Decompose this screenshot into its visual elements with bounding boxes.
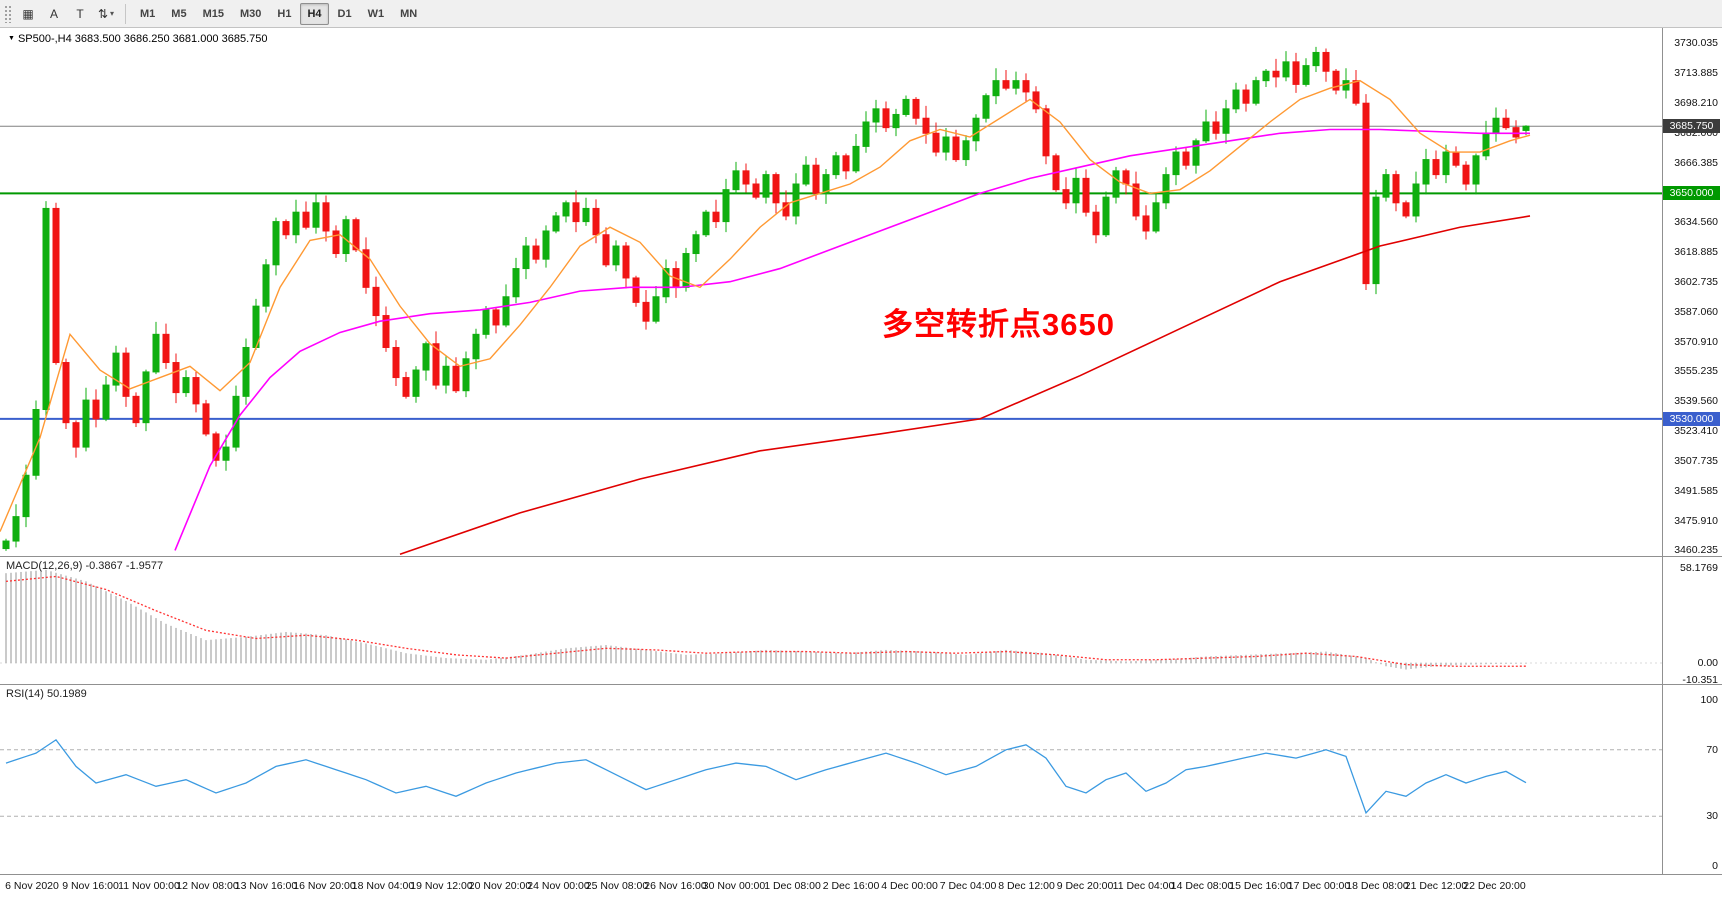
chart-symbol-title: ▼ SP500-,H4 3683.500 3686.250 3681.000 36… xyxy=(8,33,268,45)
time-axis-label: 15 Dec 16:00 xyxy=(1229,880,1292,892)
time-axis-label: 22 Dec 20:00 xyxy=(1463,880,1526,892)
rsi-axis-label: 30 xyxy=(1706,810,1718,823)
time-axis-label: 24 Nov 00:00 xyxy=(527,880,590,892)
toolbar: ▦ A T ⇅ ▾ M1 M5 M15 M30 H1 H4 D1 W1 MN xyxy=(0,0,1722,28)
price-axis-label: 3698.210 xyxy=(1674,96,1718,109)
timeframe-m15-button[interactable]: M15 xyxy=(202,7,224,20)
macd-axis-label: -10.351 xyxy=(1682,673,1718,686)
price-axis-label: 3713.885 xyxy=(1674,67,1718,80)
symbol-ohlc-text: SP500-,H4 3683.500 3686.250 3681.000 368… xyxy=(17,33,268,45)
time-axis-label: 18 Dec 08:00 xyxy=(1346,880,1409,892)
price-axis-label: 3539.560 xyxy=(1674,394,1718,407)
price-axis-label: 3570.910 xyxy=(1674,336,1718,349)
time-axis-label: 6 Nov 2020 xyxy=(5,880,59,892)
macd-signal-line xyxy=(5,575,1527,667)
time-axis-label: 4 Dec 00:00 xyxy=(881,880,938,892)
time-axis-label: 25 Nov 08:00 xyxy=(585,880,649,892)
rsi-indicator-label: RSI(14) 50.1989 xyxy=(6,688,87,700)
hline-price-label: 3650.000 xyxy=(1663,186,1720,201)
time-axis-label: 14 Dec 08:00 xyxy=(1170,880,1234,892)
macd-axis-label: 58.1769 xyxy=(1680,562,1718,574)
time-axis-label: 9 Dec 20:00 xyxy=(1056,880,1114,892)
time-axis-label: 7 Dec 04:00 xyxy=(939,880,997,892)
time-axis-label: 18 Nov 04:00 xyxy=(351,880,415,892)
timeframe-h4-button[interactable]: H4 xyxy=(300,2,329,25)
price-axis-label: 3507.735 xyxy=(1674,454,1718,467)
time-axis-label: 26 Nov 16:00 xyxy=(644,880,707,892)
chart-annotation-text[interactable]: 多空转折点3650 xyxy=(882,307,1115,342)
price-axis-label: 3730.035 xyxy=(1674,37,1718,49)
time-axis-label: 2 Dec 16:00 xyxy=(822,880,880,892)
frame-tool-button[interactable]: T xyxy=(76,6,84,21)
ma-fast-line xyxy=(0,79,1531,532)
time-axis-label: 21 Dec 12:00 xyxy=(1404,880,1468,892)
price-axis-label: 3666.385 xyxy=(1674,156,1718,169)
price-axis-label: 3587.060 xyxy=(1674,305,1718,318)
price-axis-label: 3634.560 xyxy=(1674,216,1718,229)
time-axis-label: 19 Nov 12:00 xyxy=(410,880,473,892)
time-axis-label: 20 Nov 20:00 xyxy=(468,880,532,892)
toolbar-grip[interactable] xyxy=(4,4,11,23)
timeframe-m1-button[interactable]: M1 xyxy=(140,7,156,20)
time-axis-label: 16 Nov 20:00 xyxy=(293,880,356,892)
price-axis-label: 3460.235 xyxy=(1674,544,1718,556)
time-axis-label: 8 Dec 12:00 xyxy=(998,880,1055,892)
time-axis-label: 17 Dec 00:00 xyxy=(1287,880,1351,892)
toolbar-separator xyxy=(125,3,126,24)
timeframe-d1-button[interactable]: D1 xyxy=(337,7,352,20)
hline-price-label: 3530.000 xyxy=(1663,411,1720,426)
timeframe-m30-button[interactable]: M30 xyxy=(239,7,262,20)
candles-series xyxy=(2,46,1530,551)
chart-window-icon[interactable]: ▦ xyxy=(22,6,34,21)
price-axis-label: 3555.235 xyxy=(1674,365,1718,378)
object-marker-icon: ▼ xyxy=(8,35,15,42)
time-axis-label: 13 Nov 16:00 xyxy=(234,880,298,892)
time-axis-label: 9 Nov 16:00 xyxy=(62,880,119,892)
current-price-label: 3685.750 xyxy=(1663,119,1720,134)
timeframe-w1-button[interactable]: W1 xyxy=(367,7,385,20)
timeframe-h1-button[interactable]: H1 xyxy=(277,7,292,20)
timeframe-m5-button[interactable]: M5 xyxy=(171,7,187,20)
time-axis-label: 12 Nov 08:00 xyxy=(176,880,239,892)
macd-indicator-label: MACD(12,26,9) -0.3867 -1.9577 xyxy=(6,560,164,572)
ma-slow-line xyxy=(399,215,1531,555)
text-tool-button[interactable]: A xyxy=(49,6,58,21)
ma-mid-line xyxy=(174,128,1530,551)
price-axis-label: 3618.885 xyxy=(1674,245,1718,258)
indicators-dropdown[interactable]: ⇅ ▾ xyxy=(97,6,115,21)
rsi-axis-label: 70 xyxy=(1706,743,1718,756)
time-axis-label: 11 Dec 04:00 xyxy=(1112,880,1175,892)
price-axis-label: 3523.410 xyxy=(1674,425,1718,438)
time-axis-label: 11 Nov 00:00 xyxy=(118,880,180,892)
rsi-axis-label: 0 xyxy=(1712,860,1718,872)
time-axis-label: 1 Dec 08:00 xyxy=(764,880,821,892)
rsi-line xyxy=(5,738,1527,815)
macd-axis-label: 0.00 xyxy=(1697,657,1718,669)
rsi-axis-label: 100 xyxy=(1700,694,1718,706)
timeframe-mn-button[interactable]: MN xyxy=(400,7,418,20)
chevron-down-icon: ▾ xyxy=(110,9,115,18)
price-axis-label: 3491.585 xyxy=(1674,485,1718,498)
price-axis-label: 3602.735 xyxy=(1674,276,1718,289)
macd-histogram xyxy=(5,569,1527,670)
price-axis-label: 3475.910 xyxy=(1674,514,1718,527)
time-axis-label: 30 Nov 00:00 xyxy=(702,880,766,892)
